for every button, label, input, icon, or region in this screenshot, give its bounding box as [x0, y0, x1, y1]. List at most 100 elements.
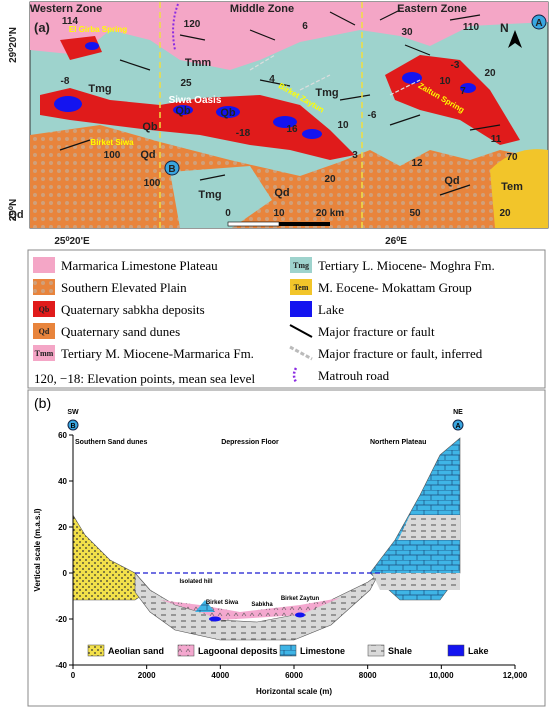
elevation-label: 100 [104, 150, 121, 161]
elevation-label: 3 [352, 150, 358, 161]
legend-label: Quaternary sabkha deposits [61, 302, 205, 317]
legend-code: Tmg [293, 261, 309, 270]
x-tick-label: 0 [71, 671, 76, 680]
lake [209, 616, 221, 622]
x-axis-title: Horizontal scale (m) [256, 687, 332, 696]
elevation-label: 120 [184, 19, 201, 30]
feature-label: Birket Zaytun [281, 596, 320, 602]
elevation-label: 70 [506, 152, 518, 163]
north-arrow [508, 30, 522, 48]
lon-label: 25⁰20'E [54, 236, 90, 247]
scale-label: 0 [225, 208, 231, 219]
legend-swatch [292, 367, 298, 383]
legend-label: M. Eocene- Mokattam Group [318, 280, 472, 295]
elevation-label: 50 [409, 208, 421, 219]
point-label: B [168, 164, 175, 175]
zone-label: Western Zone [30, 3, 103, 15]
unit-label: Qd [8, 209, 23, 221]
elevation-label: 16 [286, 124, 298, 135]
place-label: Siwa Oasis [169, 95, 222, 106]
legend-label: Tertiary L. Miocene- Moghra Fm. [318, 258, 495, 273]
legend: Marmarica Limestone Plateau Southern Elev… [27, 249, 546, 389]
unit-label: Tmm [185, 57, 212, 69]
faults-inferred [249, 54, 421, 96]
legend-swatch [177, 644, 195, 657]
feature-label: Sabkha [251, 602, 273, 608]
legend-swatch [290, 279, 312, 295]
place-label: Birket Siwa [90, 138, 134, 147]
region-label: Depression Floor [221, 439, 279, 446]
point-marker [164, 160, 180, 176]
y-tick-label: 40 [58, 477, 67, 486]
point-marker [67, 419, 79, 431]
feature-label: Isolated hill [179, 579, 212, 585]
panel-label: (a) [34, 20, 50, 35]
scale-label: 10 [273, 208, 285, 219]
unit-label: Tem [501, 181, 523, 193]
place-label: El Girba Spring [69, 25, 127, 34]
lon-label: 26⁰E [385, 236, 407, 247]
elevation-label: 20 [499, 208, 511, 219]
legend-swatch [87, 644, 105, 657]
elevation-label: 7 [460, 86, 466, 97]
unit-label: Qb [142, 121, 158, 133]
elevation-label: 100 [144, 178, 161, 189]
legend-code: Qb [39, 305, 50, 314]
legend-swatch [33, 279, 55, 295]
end-label: SW [67, 409, 79, 416]
y-tick-label: 20 [58, 523, 67, 532]
elevation-label: 10 [337, 120, 349, 131]
legend-swatch [33, 257, 55, 273]
point-label: B [70, 423, 75, 430]
lakes [54, 42, 476, 139]
point-marker [531, 14, 547, 30]
legend-label: Southern Elevated Plain [61, 280, 187, 295]
shale-band [372, 573, 460, 590]
legend-swatch [290, 257, 312, 273]
zone-label: Middle Zone [230, 3, 294, 15]
elevation-label: 20 [324, 174, 336, 185]
region-label: Northern Plateau [370, 439, 426, 446]
zone-label: Eastern Zone [397, 3, 467, 15]
x-tick-label: 12,000 [503, 671, 528, 680]
x-tick-label: 8000 [359, 671, 377, 680]
elevation-label: 114 [62, 16, 79, 27]
legend-note: 120, −18: Elevation points, mean sea lev… [34, 371, 255, 386]
legend-label: Lagoonal deposits [198, 646, 278, 656]
sabkha [40, 88, 355, 160]
legend-swatch [447, 644, 465, 657]
y-tick-label: -20 [55, 615, 67, 624]
legend-label: Lake [318, 302, 344, 317]
legend-label: Major fracture or fault [318, 324, 435, 339]
unit-label: Qb [220, 107, 236, 119]
legend-label: Limestone [300, 646, 345, 656]
legend-label: Major fracture or fault, inferred [318, 346, 483, 361]
legend-swatch [367, 644, 385, 657]
scale-bar [227, 221, 280, 227]
legend-label: Lake [468, 646, 489, 656]
tmg-area [170, 166, 272, 228]
elevation-label: 6 [302, 21, 308, 32]
legend-swatch [33, 323, 55, 339]
shale-band [398, 515, 460, 540]
elevation-label: 30 [401, 27, 413, 38]
elevation-label: 110 [463, 22, 480, 33]
legend-swatch [33, 301, 55, 317]
point-label: A [535, 18, 542, 29]
legend-frame [27, 249, 546, 389]
elevation-label: -3 [451, 60, 460, 71]
plateau [30, 2, 548, 70]
scale-label: 20 km [316, 208, 344, 219]
point-marker [452, 419, 464, 431]
legend-code: Tmm [35, 349, 54, 358]
end-label: NE [453, 409, 463, 416]
unit-label: Qd [274, 187, 289, 199]
elevation-label: 11 [491, 134, 502, 145]
lagoonal [160, 598, 340, 620]
lat-label: 29⁰N [8, 199, 19, 221]
elevation-label: 4 [269, 74, 275, 85]
legend-code: Qd [39, 327, 50, 336]
